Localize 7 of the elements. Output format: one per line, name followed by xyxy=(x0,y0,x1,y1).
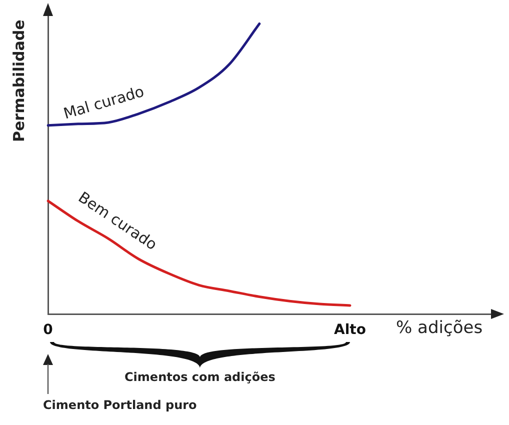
text: Cimento Portland puro xyxy=(43,398,197,412)
x-tick-label: Alto xyxy=(334,322,366,338)
text: Mal curado xyxy=(61,82,146,123)
y-axis-title: Permabilidade xyxy=(10,20,28,142)
text: Cimentos com adições xyxy=(124,370,276,384)
x-tick-label: 0 xyxy=(43,322,54,338)
x-axis-title: % adições xyxy=(396,318,483,338)
